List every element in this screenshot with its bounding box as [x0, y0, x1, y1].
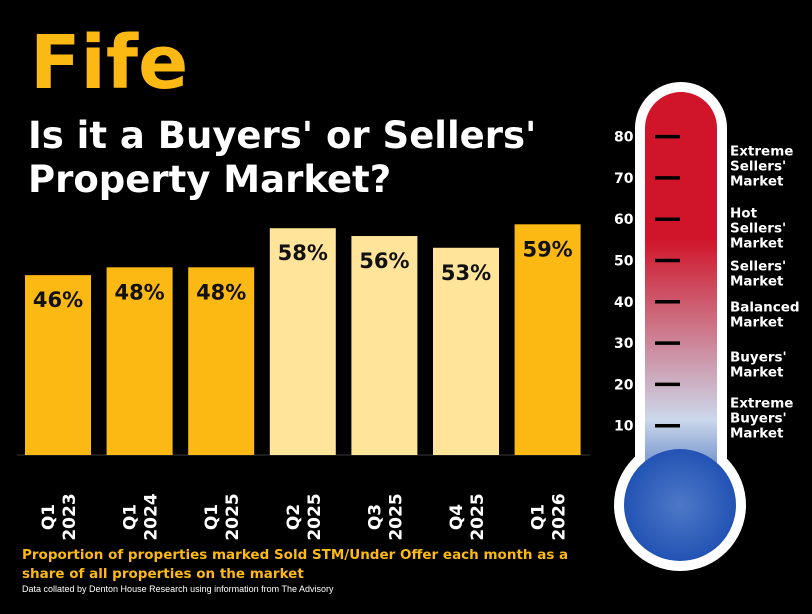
zone-label-1: Extreme Sellers' Market — [730, 144, 793, 190]
scale-label-20: 20 — [614, 377, 634, 393]
bar-6 — [433, 247, 499, 455]
thermometer-bulb-fill — [624, 449, 736, 561]
zone-label-3: Sellers' Market — [730, 258, 786, 289]
chart-footnote: Proportion of properties marked Sold STM… — [22, 547, 569, 582]
data-label-1: 46% — [33, 288, 83, 312]
svg-text:Q12026: Q12026 — [529, 493, 570, 540]
scale-label-30: 30 — [614, 336, 634, 352]
scale-label-80: 80 — [614, 130, 634, 146]
svg-text:Q42025: Q42025 — [447, 493, 488, 540]
scale-label-60: 60 — [614, 212, 634, 228]
category-label-3: Q12025 — [202, 493, 243, 540]
scale-label-10: 10 — [614, 419, 634, 435]
zone-label-5: Buyers' Market — [730, 349, 787, 380]
zone-label-6: Extreme Buyers' Market — [730, 395, 793, 441]
category-label-7: Q12026 — [529, 493, 570, 540]
data-label-6: 53% — [441, 261, 491, 285]
category-label-2: Q12024 — [121, 493, 162, 540]
bar-2 — [106, 267, 173, 455]
data-source-note: Data collated by Denton House Research u… — [22, 584, 334, 594]
bar-3 — [188, 267, 255, 455]
bar-4 — [269, 228, 336, 455]
category-label-6: Q42025 — [447, 493, 488, 540]
subtitle-line-1: Is it a Buyers' or Sellers' — [28, 114, 537, 157]
page-title: Fife — [30, 20, 189, 106]
scale-label-40: 40 — [614, 295, 634, 311]
scale-label-70: 70 — [614, 171, 634, 187]
bar-1 — [25, 275, 91, 455]
svg-text:Q22025: Q22025 — [284, 493, 325, 540]
svg-text:Q12024: Q12024 — [121, 493, 162, 540]
zone-label-4: Balanced Market — [730, 300, 800, 331]
data-label-4: 58% — [278, 241, 328, 265]
svg-text:Q12023: Q12023 — [39, 493, 80, 540]
page-subtitle: Is it a Buyers' or Sellers' Property Mar… — [28, 114, 536, 202]
category-label-1: Q12023 — [39, 493, 80, 540]
svg-text:Q32025: Q32025 — [365, 493, 406, 540]
data-label-5: 56% — [359, 249, 409, 273]
category-label-5: Q32025 — [365, 493, 406, 540]
zone-label-2: Hot Sellers' Market — [730, 205, 786, 251]
thermometer-tube-fill — [645, 92, 717, 512]
data-label-2: 48% — [114, 280, 164, 304]
scale-label-50: 50 — [614, 254, 634, 270]
data-label-7: 59% — [522, 237, 572, 261]
subtitle-line-2: Property Market? — [28, 158, 392, 201]
bar-5 — [351, 236, 418, 455]
data-label-3: 48% — [196, 280, 246, 304]
svg-text:Q12025: Q12025 — [202, 493, 243, 540]
bar-7 — [514, 224, 581, 455]
category-label-4: Q22025 — [284, 493, 325, 540]
